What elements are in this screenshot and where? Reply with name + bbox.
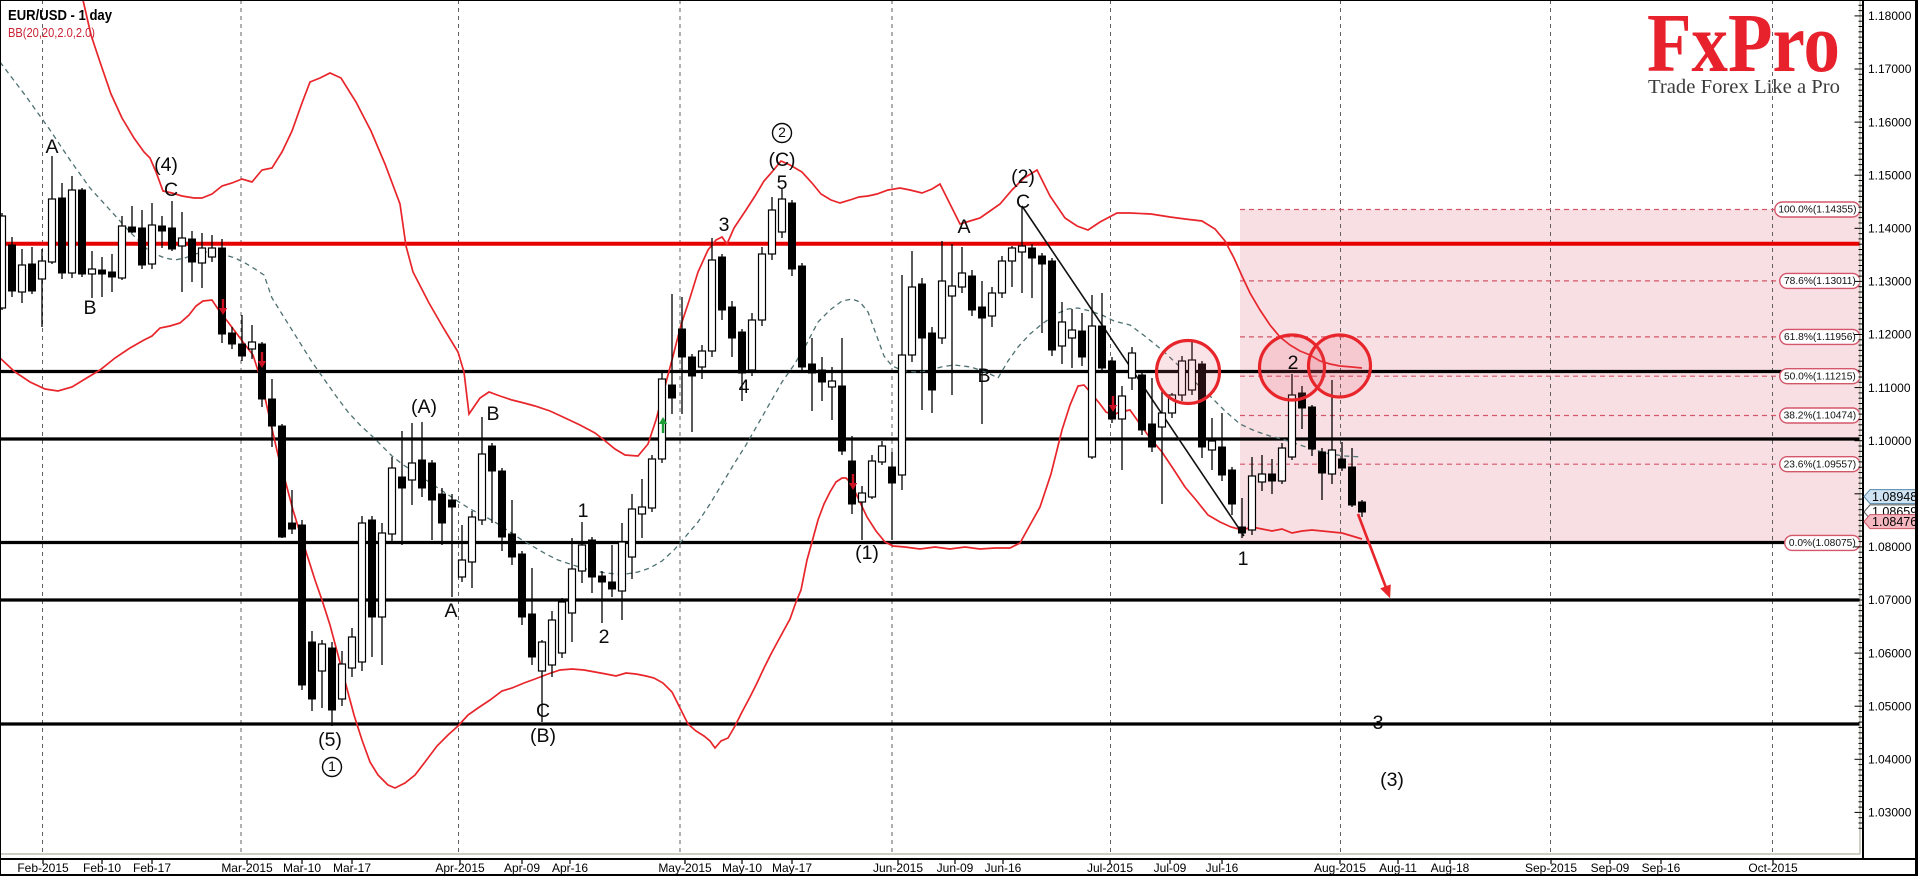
- svg-text:0.0%(1.08075): 0.0%(1.08075): [1789, 538, 1856, 549]
- svg-text:(B): (B): [530, 725, 556, 747]
- svg-text:Apr-09: Apr-09: [504, 861, 540, 875]
- svg-text:38.2%(1.10474): 38.2%(1.10474): [1784, 411, 1857, 422]
- svg-text:Aug-18: Aug-18: [1431, 861, 1470, 875]
- svg-text:May-10: May-10: [722, 861, 762, 875]
- svg-text:(2): (2): [1011, 166, 1035, 188]
- svg-text:1.18000: 1.18000: [1868, 9, 1912, 23]
- svg-text:(3): (3): [1380, 769, 1404, 791]
- svg-text:Oct-2015: Oct-2015: [1748, 861, 1798, 875]
- svg-text:1.16000: 1.16000: [1868, 115, 1912, 129]
- svg-text:5: 5: [777, 172, 788, 194]
- svg-text:Feb-17: Feb-17: [133, 861, 171, 875]
- svg-text:C: C: [1016, 191, 1030, 213]
- svg-text:Trade Forex Like a Pro: Trade Forex Like a Pro: [1648, 76, 1840, 98]
- svg-text:(C): (C): [768, 149, 795, 171]
- svg-text:Jul-16: Jul-16: [1206, 861, 1239, 875]
- svg-text:1.10000: 1.10000: [1868, 434, 1912, 448]
- svg-text:Feb-2015: Feb-2015: [17, 861, 69, 875]
- svg-text:1.13000: 1.13000: [1868, 275, 1912, 289]
- svg-text:Mar-2015: Mar-2015: [221, 861, 273, 875]
- svg-text:(4): (4): [154, 154, 178, 176]
- svg-text:50.0%(1.11215): 50.0%(1.11215): [1784, 371, 1856, 382]
- svg-text:Sep-16: Sep-16: [1642, 861, 1681, 875]
- svg-text:1.08476: 1.08476: [1872, 515, 1917, 529]
- svg-text:(1): (1): [855, 542, 879, 564]
- svg-text:FxPro: FxPro: [1647, 0, 1840, 90]
- svg-text:2: 2: [778, 124, 786, 140]
- svg-text:Apr-16: Apr-16: [552, 861, 588, 875]
- svg-text:Aug-11: Aug-11: [1379, 861, 1417, 875]
- svg-text:Jun-09: Jun-09: [937, 861, 974, 875]
- svg-text:A: A: [957, 216, 970, 238]
- svg-text:1.11000: 1.11000: [1868, 381, 1911, 395]
- svg-text:1.08000: 1.08000: [1868, 540, 1912, 554]
- svg-text:1.05000: 1.05000: [1868, 699, 1912, 713]
- svg-text:1.07000: 1.07000: [1868, 593, 1912, 607]
- svg-text:Sep-09: Sep-09: [1591, 861, 1630, 875]
- svg-text:1.04000: 1.04000: [1868, 753, 1912, 767]
- svg-text:1: 1: [328, 758, 336, 774]
- svg-text:1.14000: 1.14000: [1868, 222, 1912, 236]
- svg-text:4: 4: [739, 376, 750, 398]
- svg-text:EUR/USD - 1 day: EUR/USD - 1 day: [8, 7, 113, 24]
- svg-text:Jul-09: Jul-09: [1154, 861, 1187, 875]
- svg-text:(A): (A): [411, 396, 437, 418]
- svg-text:1: 1: [578, 500, 589, 522]
- svg-text:B: B: [977, 365, 990, 387]
- svg-text:2: 2: [599, 626, 610, 648]
- svg-text:Sep-2015: Sep-2015: [1525, 861, 1577, 875]
- svg-text:A: A: [45, 136, 58, 158]
- svg-text:May-17: May-17: [772, 861, 812, 875]
- svg-text:(5): (5): [318, 729, 342, 751]
- svg-text:3: 3: [1373, 712, 1384, 734]
- svg-text:May-2015: May-2015: [658, 861, 712, 875]
- svg-text:1.12000: 1.12000: [1868, 328, 1912, 342]
- svg-text:1.15000: 1.15000: [1868, 168, 1912, 182]
- svg-text:Jun-2015: Jun-2015: [873, 861, 923, 875]
- svg-text:Aug-2015: Aug-2015: [1314, 861, 1366, 875]
- svg-text:Mar-17: Mar-17: [333, 861, 371, 875]
- svg-text:1.17000: 1.17000: [1868, 62, 1912, 76]
- svg-text:100.0%(1.14355): 100.0%(1.14355): [1778, 205, 1856, 216]
- svg-text:B: B: [486, 403, 499, 425]
- svg-text:Apr-2015: Apr-2015: [435, 861, 485, 875]
- svg-text:1.06000: 1.06000: [1868, 646, 1912, 660]
- svg-text:Jul-2015: Jul-2015: [1087, 861, 1133, 875]
- svg-text:A: A: [444, 600, 457, 622]
- svg-text:C: C: [536, 700, 550, 722]
- svg-text:23.6%(1.09557): 23.6%(1.09557): [1784, 459, 1857, 470]
- svg-text:Feb-10: Feb-10: [83, 861, 121, 875]
- svg-text:BB(20,20,2.0,2.0): BB(20,20,2.0,2.0): [8, 26, 95, 40]
- svg-text:Jun-16: Jun-16: [985, 861, 1022, 875]
- svg-text:78.6%(1.13011): 78.6%(1.13011): [1784, 276, 1856, 287]
- svg-text:C: C: [164, 179, 178, 201]
- svg-text:2: 2: [1288, 352, 1299, 374]
- svg-text:1: 1: [1238, 548, 1249, 570]
- svg-text:61.8%(1.11956): 61.8%(1.11956): [1784, 332, 1856, 343]
- svg-text:1.03000: 1.03000: [1868, 806, 1912, 820]
- svg-text:1.08948: 1.08948: [1872, 490, 1917, 504]
- svg-text:Mar-10: Mar-10: [283, 861, 321, 875]
- svg-text:3: 3: [719, 214, 730, 236]
- svg-text:B: B: [83, 297, 96, 319]
